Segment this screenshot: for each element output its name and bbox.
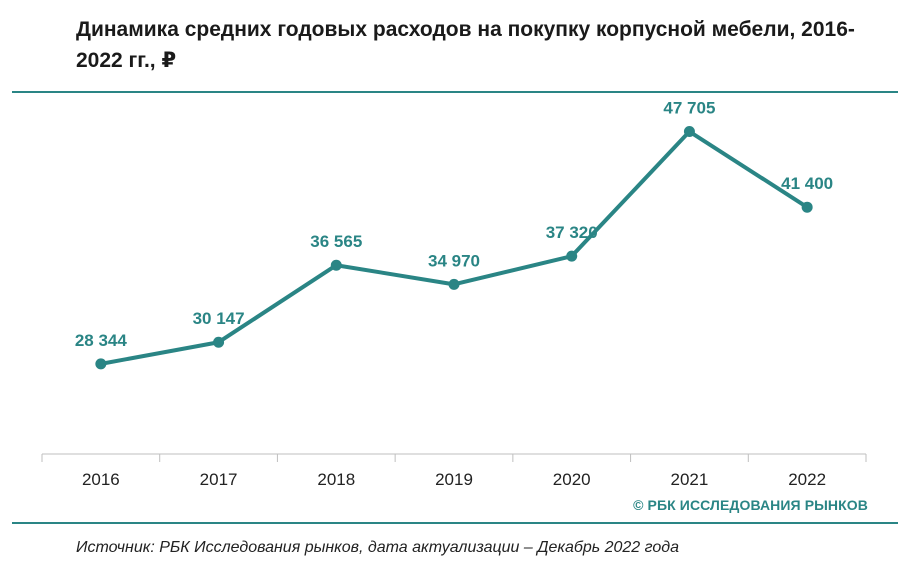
- data-point-2019: [448, 278, 460, 290]
- data-point-2017: [213, 336, 225, 348]
- data-point-2022: [801, 201, 813, 213]
- x-tick-label-2019: 2019: [435, 470, 473, 489]
- data-label-2021: 47 705: [663, 99, 715, 118]
- bottom-divider: [12, 522, 898, 524]
- x-tick-label-2017: 2017: [200, 470, 238, 489]
- x-tick-label-2020: 2020: [553, 470, 591, 489]
- series-line: [98, 129, 810, 366]
- x-tick-label-2022: 2022: [788, 470, 826, 489]
- chart-title: Динамика средних годовых расходов на пок…: [76, 18, 855, 72]
- data-label-2020: 37 320: [546, 223, 598, 242]
- data-label-2017: 30 147: [193, 309, 245, 328]
- data-point-2021: [683, 126, 695, 138]
- data-label-2016: 28 344: [75, 331, 128, 350]
- x-tick-label-2018: 2018: [317, 470, 355, 489]
- data-point-2018: [330, 259, 342, 271]
- data-point-2020: [566, 250, 578, 262]
- copyright-watermark: © РБК ИССЛЕДОВАНИЯ РЫНКОВ: [633, 497, 868, 513]
- data-label-2022: 41 400: [781, 174, 833, 193]
- source-note: Источник: РБК Исследования рынков, дата …: [76, 539, 679, 556]
- data-point-2016: [95, 358, 107, 370]
- x-tick-label-2016: 2016: [82, 470, 120, 489]
- data-label-2019: 34 970: [428, 251, 480, 270]
- top-divider: [12, 91, 898, 93]
- data-label-2018: 36 565: [310, 232, 362, 251]
- x-tick-label-2021: 2021: [671, 470, 709, 489]
